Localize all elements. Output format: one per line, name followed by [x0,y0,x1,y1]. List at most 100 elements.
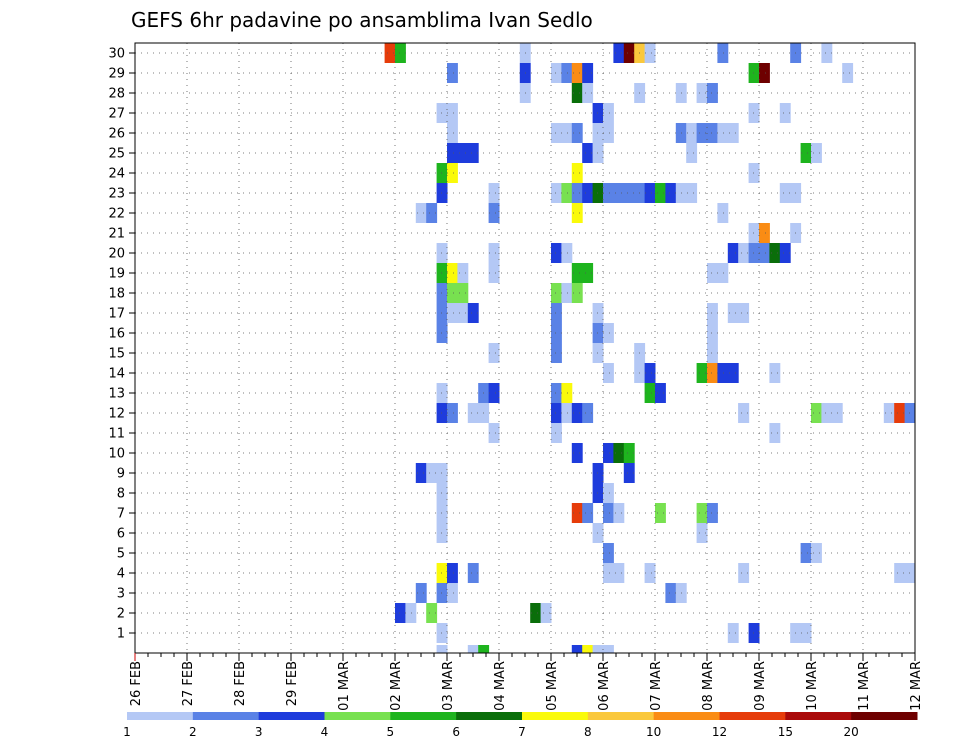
heat-cell [696,83,708,103]
heat-cell [603,483,614,503]
heat-cell [436,583,448,603]
y-tick-label: 10 [108,447,125,462]
heat-cell [488,343,500,363]
heat-cell [748,163,760,183]
y-tick-label: 19 [108,267,125,282]
x-tick-label: 07 MAR [649,661,664,711]
x-tick-label: 03 MAR [441,661,456,711]
x-tick-label: 29 FEB [285,661,300,706]
heat-cell [707,343,718,363]
heat-cell [467,563,479,583]
y-tick-label: 1 [117,627,125,642]
heat-cell [613,503,625,523]
heat-cell [447,283,458,303]
colorbar-legend: 1 2 3 4 5 6 7 8 10 12 15 20 [123,712,918,739]
heat-cell [603,443,614,463]
heat-cell [561,63,573,83]
heat-cell [571,203,583,223]
heat-cell [447,163,458,183]
heat-cell [592,645,604,653]
heat-cell [582,263,594,283]
heat-cell [415,463,427,483]
heat-cell [707,323,718,343]
heat-cell [707,123,718,143]
heat-cell [488,203,500,223]
heat-cell [551,283,562,303]
heat-cell [738,563,750,583]
heat-cell [644,43,656,63]
heat-cell [551,423,562,443]
colorbar-tick-label: 8 [584,725,592,739]
heat-cell [426,203,438,223]
heat-cell [436,263,448,283]
heat-cell [717,203,729,223]
colorbar-swatch [587,712,655,720]
heat-cell [748,103,760,123]
heat-cell [447,63,458,83]
heat-cell [800,143,812,163]
heat-cell [748,223,760,243]
heat-cell [727,623,739,643]
axes-layer: 1234567891011121314151617181920212223242… [108,42,924,711]
heat-cell [738,403,750,423]
heat-cell [779,243,791,263]
heat-cell [686,123,698,143]
heat-cell [603,645,614,653]
heat-cell [436,483,448,503]
heat-cell [436,403,448,423]
heat-cell [727,123,739,143]
colorbar-swatch [456,712,523,720]
heat-cell [592,463,604,483]
heat-cell [811,403,822,423]
heat-cell [686,143,698,163]
heat-cell [707,303,718,323]
heat-cell [571,443,583,463]
heat-cell [582,183,594,203]
heat-cell [592,103,604,123]
heat-cell [603,323,614,343]
colorbar-tick-label: 2 [189,725,197,739]
x-tick-label: 04 MAR [493,661,508,711]
heat-cell [800,543,812,563]
heat-cell [904,403,916,423]
heat-cell [436,463,448,483]
heat-cell [821,43,833,63]
heat-cell [436,303,448,323]
heat-cell [759,243,770,263]
heat-cell [707,83,718,103]
heat-cell [395,43,406,63]
y-tick-label: 30 [108,47,125,62]
y-tick-label: 26 [108,127,125,142]
x-tick-label: 26 FEB [129,661,144,706]
heat-cell [488,423,500,443]
heat-cell [561,183,573,203]
heat-cell [436,243,448,263]
heat-cell [821,403,833,423]
heat-cell [759,63,770,83]
heat-cell [603,543,614,563]
heat-cell [447,263,458,283]
heat-cell [447,563,458,583]
heat-cell [811,543,822,563]
colorbar-swatch [653,712,720,720]
y-tick-label: 23 [108,187,125,202]
heat-cell [603,103,614,123]
heat-cell [592,183,604,203]
x-tick-label: 05 MAR [545,661,560,711]
heat-cell [436,523,448,543]
chart-title: GEFS 6hr padavine po ansamblima Ivan Sed… [131,8,593,32]
heat-cell [415,203,427,223]
heat-cell [717,263,729,283]
x-tick-label: 28 FEB [233,661,248,706]
heat-cell [457,303,469,323]
heat-cell [447,403,458,423]
heat-cell [696,363,708,383]
heat-cell [592,343,604,363]
heat-cell [727,303,739,323]
grid-layer [134,43,916,653]
heat-cell [603,363,614,383]
heat-cell [551,63,562,83]
heat-cell [665,583,677,603]
y-tick-label: 14 [108,367,125,382]
